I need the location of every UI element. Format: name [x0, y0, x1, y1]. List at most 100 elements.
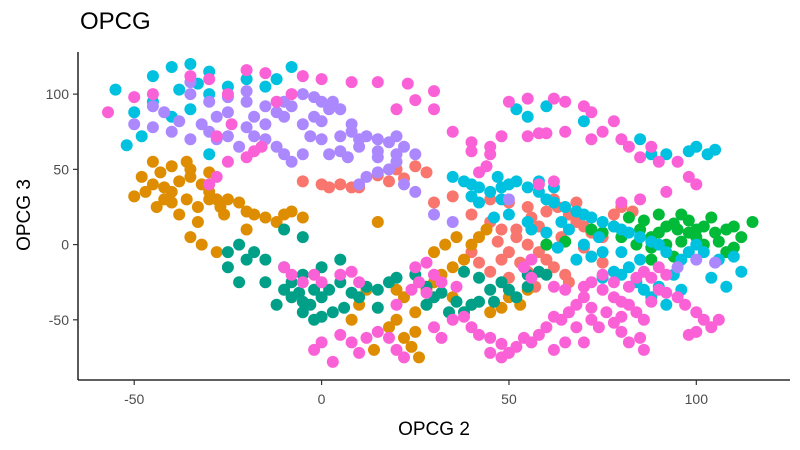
data-point [652, 155, 665, 168]
data-point [221, 193, 234, 206]
data-point [559, 201, 572, 213]
data-point [210, 110, 223, 123]
data-point [405, 340, 418, 353]
data-point [488, 295, 500, 308]
data-point [308, 283, 321, 296]
data-point [409, 148, 422, 161]
data-point [225, 118, 238, 131]
data-point [383, 321, 395, 334]
data-point [495, 351, 508, 364]
data-point [705, 271, 718, 284]
data-point [637, 283, 650, 296]
data-point [473, 231, 485, 244]
data-point [592, 321, 605, 334]
data-point [353, 178, 366, 191]
data-point [521, 280, 534, 293]
data-point [315, 261, 328, 274]
data-point [233, 276, 246, 289]
data-point [296, 231, 309, 244]
data-point [334, 178, 347, 191]
data-point [315, 336, 328, 349]
data-point [210, 170, 223, 183]
data-point [173, 175, 186, 188]
data-point [484, 140, 497, 153]
data-point [173, 83, 186, 96]
data-point [547, 310, 560, 323]
data-point [398, 331, 410, 344]
data-point [495, 337, 508, 350]
data-point [259, 211, 272, 224]
x-tick-label: 50 [501, 391, 517, 407]
data-point [465, 190, 478, 203]
data-point [296, 211, 309, 224]
x-tick-label: -50 [124, 391, 144, 407]
data-point [270, 73, 283, 86]
data-point [473, 256, 485, 269]
data-point [420, 256, 433, 269]
data-point [165, 185, 178, 198]
data-point [221, 130, 234, 143]
data-point [562, 223, 575, 236]
data-point [184, 88, 197, 101]
data-point [398, 291, 410, 304]
data-point [371, 166, 384, 179]
data-point [383, 175, 395, 188]
data-point [540, 268, 553, 281]
data-point [278, 148, 291, 161]
y-tick-label: 100 [46, 86, 70, 102]
data-point [521, 238, 534, 251]
data-point [622, 226, 635, 239]
data-point [233, 140, 246, 153]
data-point [398, 140, 410, 153]
y-tick-label: -50 [49, 312, 69, 328]
data-point [420, 286, 433, 299]
data-point [727, 250, 740, 263]
data-point [630, 306, 643, 319]
data-point [428, 321, 440, 334]
data-point [285, 155, 298, 168]
data-point [517, 331, 530, 344]
data-point [146, 100, 159, 113]
x-tick-label: 0 [318, 391, 326, 407]
data-point [532, 127, 545, 140]
data-point [435, 276, 448, 289]
data-point [401, 77, 414, 90]
data-point [203, 73, 216, 86]
data-point [547, 261, 560, 274]
data-point [615, 310, 628, 323]
data-point [473, 181, 485, 194]
data-point [353, 140, 366, 153]
data-point [409, 94, 422, 107]
data-point [165, 160, 178, 173]
data-point [345, 118, 358, 131]
data-point [296, 175, 309, 188]
data-point [345, 313, 358, 326]
data-point [450, 231, 463, 244]
data-point [409, 325, 422, 338]
data-point [390, 343, 403, 356]
data-point [203, 193, 216, 206]
data-point [278, 261, 291, 274]
data-point [491, 170, 504, 183]
data-point [278, 110, 291, 123]
data-point [409, 261, 422, 274]
data-point [521, 92, 534, 105]
data-point [326, 306, 339, 319]
data-point [540, 238, 553, 251]
data-point [502, 283, 515, 296]
data-point [240, 95, 253, 108]
data-point [390, 130, 403, 143]
data-point [428, 85, 440, 98]
x-axis-title: OPCG 2 [398, 419, 470, 440]
data-point [323, 283, 336, 296]
data-point [210, 246, 223, 259]
data-point [165, 61, 178, 73]
data-point [705, 321, 718, 334]
data-point [480, 160, 493, 173]
data-point [592, 231, 605, 244]
data-point [465, 145, 478, 158]
data-point [510, 175, 523, 188]
data-point [596, 283, 609, 296]
data-point [690, 238, 703, 251]
data-point [585, 211, 598, 224]
